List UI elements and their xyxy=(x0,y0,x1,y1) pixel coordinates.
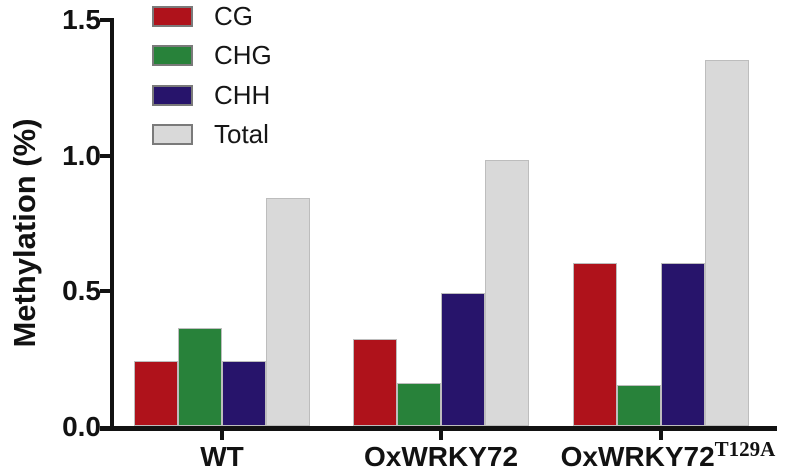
bar-chg-2 xyxy=(397,383,441,426)
bar-total-2 xyxy=(485,160,529,426)
bar-total-3 xyxy=(705,60,749,426)
x-tick xyxy=(439,431,443,440)
y-axis-line xyxy=(110,18,114,426)
legend-swatch-chg xyxy=(152,44,193,66)
bar-chg-3 xyxy=(617,385,661,426)
bar-cg-2 xyxy=(353,339,397,426)
bar-chh-2 xyxy=(441,293,485,426)
bar-cg-3 xyxy=(573,263,617,426)
x-category-label: OxWRKY72 xyxy=(364,443,518,471)
legend-swatch-total xyxy=(152,123,193,145)
x-axis-line xyxy=(100,426,777,431)
y-tick xyxy=(100,154,111,158)
bar-chh-1 xyxy=(222,361,266,426)
x-category-label-text: OxWRKY72 xyxy=(560,441,715,472)
y-tick-label: 0.0 xyxy=(62,411,101,442)
bar-total-1 xyxy=(266,198,310,426)
legend-label: CG xyxy=(214,1,253,31)
x-category-label-text: OxWRKY72 xyxy=(363,441,519,472)
x-category-label: WT xyxy=(200,443,244,471)
x-tick xyxy=(220,431,224,440)
legend-label: Total xyxy=(214,119,269,149)
y-tick-label: 0.5 xyxy=(62,275,101,306)
bar-cg-1 xyxy=(134,361,178,426)
y-tick xyxy=(100,18,111,22)
bar-chh-3 xyxy=(661,263,705,426)
x-tick xyxy=(659,431,663,440)
x-category-label-superscript: T129A xyxy=(714,437,776,461)
x-category-label-text: WT xyxy=(200,441,244,472)
y-tick-label: 1.0 xyxy=(62,140,101,171)
y-tick xyxy=(100,289,111,293)
bar-chg-1 xyxy=(178,328,222,426)
legend-label: CHH xyxy=(214,80,271,110)
legend-item-chg: CHG xyxy=(152,42,272,68)
legend-swatch-cg xyxy=(152,5,193,27)
y-tick-label: 1.5 xyxy=(62,4,101,35)
x-category-label: OxWRKY72T129A xyxy=(560,439,776,472)
legend-item-cg: CG xyxy=(152,3,253,29)
legend-swatch-chh xyxy=(152,84,193,106)
legend-item-total: Total xyxy=(152,121,269,147)
legend-item-chh: CHH xyxy=(152,82,270,108)
legend-label: CHG xyxy=(214,40,272,70)
